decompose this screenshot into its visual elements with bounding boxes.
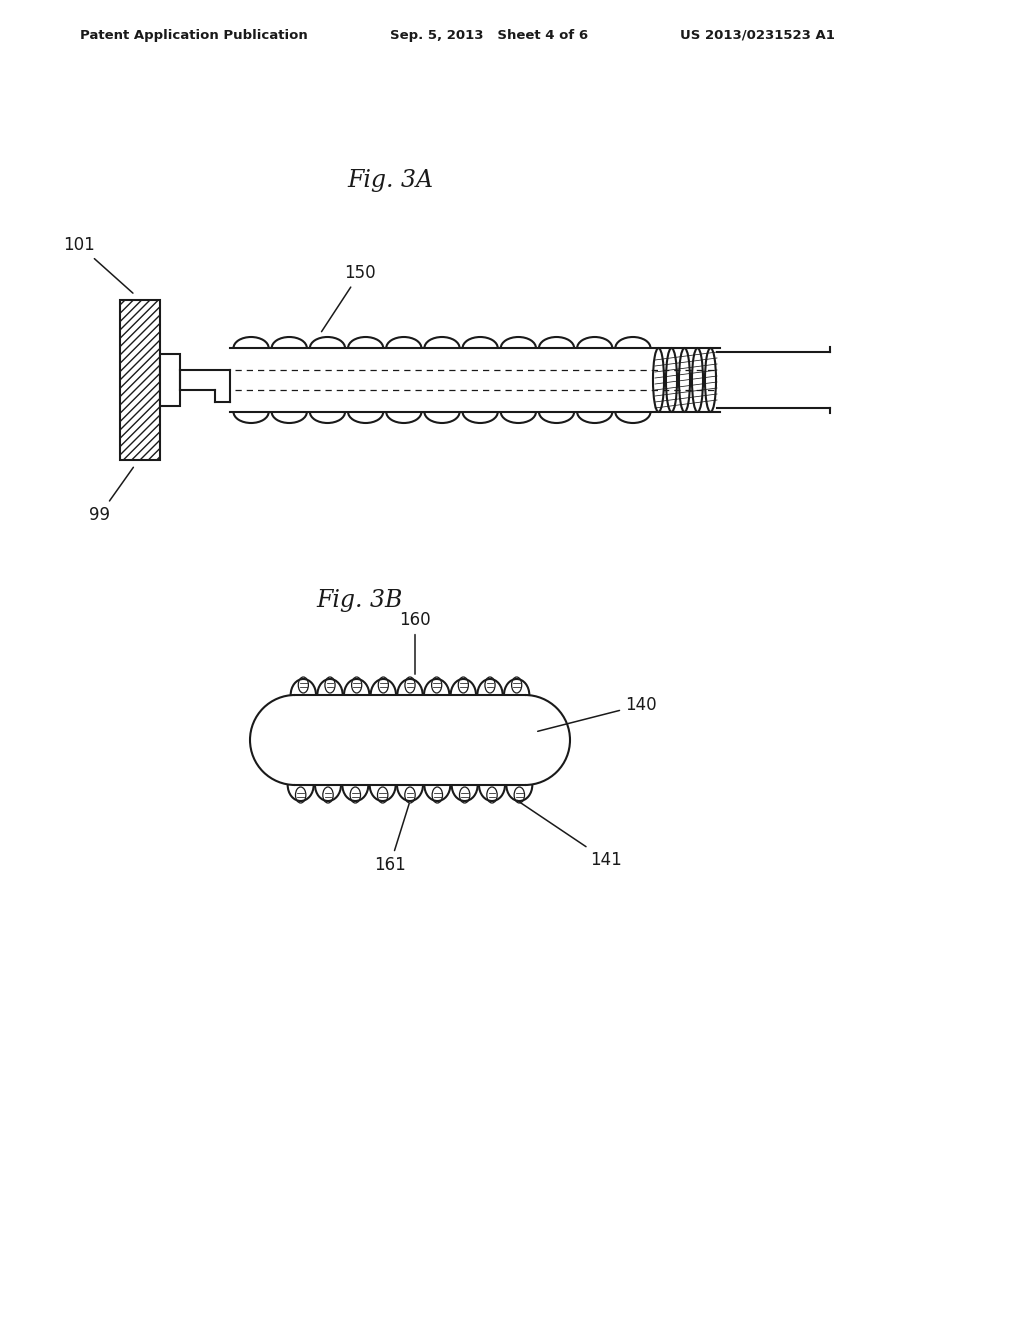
Text: 99: 99: [89, 467, 133, 524]
Text: US 2013/0231523 A1: US 2013/0231523 A1: [680, 29, 835, 41]
Text: Fig. 3A: Fig. 3A: [347, 169, 433, 191]
Text: Patent Application Publication: Patent Application Publication: [80, 29, 308, 41]
Text: 150: 150: [322, 264, 376, 331]
Text: Fig. 3B: Fig. 3B: [316, 589, 403, 611]
Text: 101: 101: [63, 236, 133, 293]
Text: Sep. 5, 2013   Sheet 4 of 6: Sep. 5, 2013 Sheet 4 of 6: [390, 29, 588, 41]
Text: 140: 140: [538, 696, 656, 731]
Bar: [160, 354, 180, 407]
Text: 160: 160: [399, 611, 431, 675]
Bar: [120, 300, 160, 459]
Text: 161: 161: [374, 804, 410, 874]
Bar: [120, 300, 160, 459]
Text: 141: 141: [517, 800, 622, 869]
